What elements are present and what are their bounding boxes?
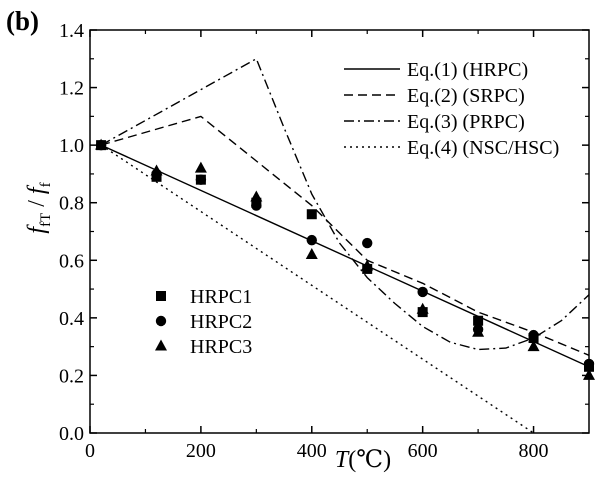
legend-label-eq-2-srpc: Eq.(2) (SRPC) <box>407 85 525 107</box>
y-tick-label: 1.2 <box>59 78 84 100</box>
x-tick-label: 800 <box>519 440 549 462</box>
y-tick-label: 1.4 <box>59 20 84 42</box>
legend-marker-hrpc2 <box>155 315 167 327</box>
point-hrpc1 <box>473 315 484 326</box>
legend-label-eq-3-prpc: Eq.(3) (PRPC) <box>407 111 525 133</box>
point-hrpc2 <box>306 234 317 246</box>
legend-markers: HRPC1 HRPC2 HRPC3 <box>155 286 252 358</box>
ticks-layer: 0 200 400 600 800 0.0 0.2 0.4 0.6 0.8 1.0 1.2 1.4 <box>59 20 589 462</box>
y-tick-label: 1.0 <box>59 135 84 157</box>
series-line-eq-1-hrpc <box>100 144 589 368</box>
x-tick-label: 200 <box>186 440 216 462</box>
y-axis-title: ffT / ff <box>24 182 54 233</box>
y-tick-label: 0.4 <box>59 308 84 330</box>
legend-label-hrpc3: HRPC3 <box>190 336 252 358</box>
y-tick-label: 0.8 <box>59 193 84 215</box>
legend-marker-hrpc1 <box>156 291 166 301</box>
legend-marker-hrpc3 <box>155 339 167 351</box>
y-tick-label: 0.2 <box>59 365 84 387</box>
point-hrpc3 <box>250 190 263 202</box>
legend-lines: Eq.(1) (HRPC) Eq.(2) (SRPC) Eq.(3) (PRPC) E… <box>344 59 559 159</box>
point-hrpc1 <box>306 209 317 220</box>
panel-label: (b) <box>6 6 39 36</box>
legend-label-hrpc2: HRPC2 <box>190 311 252 333</box>
point-hrpc2 <box>195 174 207 185</box>
plot-frame <box>89 29 590 434</box>
point-hrpc3 <box>95 138 108 150</box>
x-tick-label: 600 <box>408 440 438 462</box>
legend-label-eq-4-nsc-hsc: Eq.(4) (NSC/HSC) <box>407 137 559 159</box>
point-hrpc3 <box>150 164 163 176</box>
x-tick-label: 400 <box>297 440 327 462</box>
point-hrpc2 <box>362 237 373 249</box>
y-tick-label: 0.0 <box>59 423 84 445</box>
series-line-eq-3-prpc <box>100 58 589 351</box>
point-hrpc3 <box>194 161 207 173</box>
series-line-eq-2-srpc <box>100 115 589 356</box>
markers-layer <box>95 138 595 380</box>
point-hrpc3 <box>472 325 485 337</box>
point-hrpc3 <box>527 340 540 352</box>
legend-label-eq-1-hrpc: Eq.(1) (HRPC) <box>407 59 528 81</box>
legend-label-hrpc1: HRPC1 <box>190 286 252 308</box>
lines-layer <box>100 58 589 433</box>
y-tick-label: 0.6 <box>59 250 84 272</box>
point-hrpc2 <box>417 286 428 298</box>
series-line-eq-4-nsc-hsc <box>100 144 534 433</box>
point-hrpc3 <box>416 302 429 314</box>
x-axis-title: T(℃) <box>335 447 391 473</box>
x-tick-label: 0 <box>85 440 95 462</box>
point-hrpc2 <box>528 329 539 341</box>
point-hrpc2 <box>251 200 262 211</box>
point-hrpc3 <box>305 248 318 260</box>
point-hrpc3 <box>361 259 374 271</box>
